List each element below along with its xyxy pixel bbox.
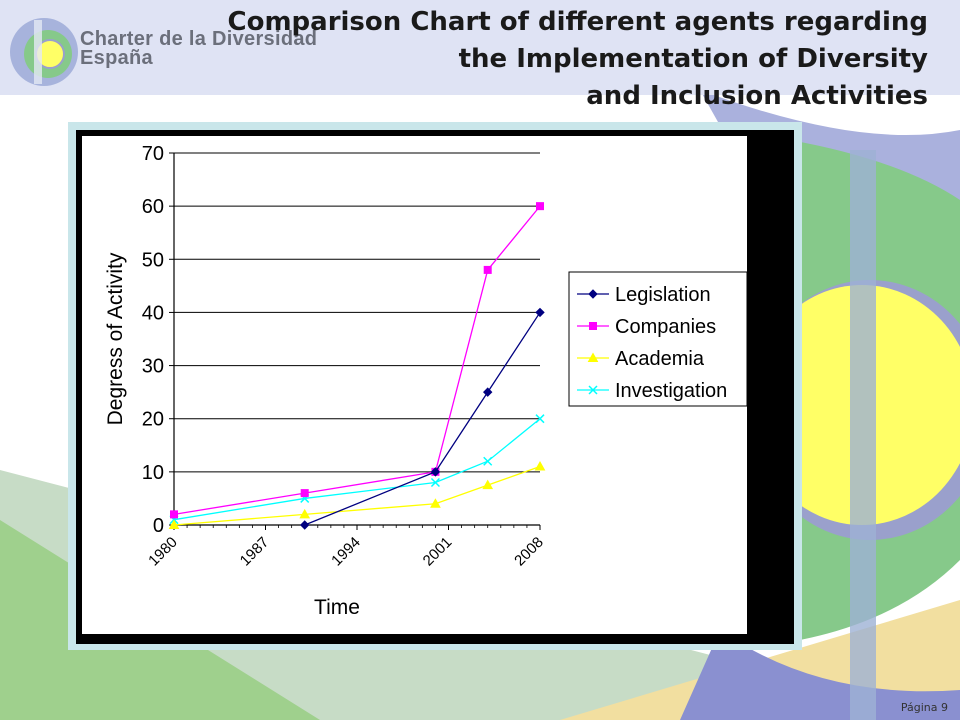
legend-label-legislation: Legislation	[615, 284, 711, 306]
point-academia-2	[430, 498, 441, 508]
point-companies-0	[170, 510, 178, 519]
header-bar	[0, 0, 960, 95]
page-number: Página 9	[900, 701, 948, 714]
logo-text: Charter de la Diversidad España	[80, 28, 318, 69]
y-tick-label: 0	[153, 515, 164, 537]
point-academia-4	[534, 461, 546, 471]
legend-marker-academia	[587, 352, 599, 362]
x-tick-label: 1980	[145, 534, 181, 570]
chart-area: 0 10 20 30 40 50 60 70 1980 1987 1994 2001 2008 Time D…	[82, 136, 747, 634]
legend-label-investigation: Investigation	[615, 380, 727, 402]
series-line-legislation	[304, 312, 541, 526]
point-investigation-3-b	[483, 456, 493, 466]
point-legislation-0	[300, 520, 310, 530]
x-tick-label: 2008	[511, 534, 547, 570]
point-companies-4	[536, 202, 544, 211]
chart-frame: 0 10 20 30 40 50 60 70 1980 1987 1994 2001 2008 Time D…	[68, 122, 802, 650]
point-academia-1	[299, 508, 311, 519]
x-tick-label: 1994	[328, 534, 364, 570]
charter-logo	[10, 18, 78, 86]
point-legislation-2	[483, 387, 493, 397]
y-tick-label: 70	[142, 143, 164, 165]
point-academia-0	[168, 519, 180, 529]
legend-marker-investigation-b	[588, 385, 598, 395]
title-line-3: and Inclusion Activities	[586, 81, 928, 111]
x-axis-label: Time	[314, 596, 360, 619]
y-tick-label: 10	[142, 462, 164, 484]
x-tick-label: 2001	[420, 534, 456, 570]
y-tick-label: 20	[142, 409, 164, 431]
title-line-1: Comparison Chart of different agents reg…	[227, 7, 929, 37]
legend-marker-legislation	[588, 289, 598, 299]
y-axis-label: Degress of Activity	[104, 252, 127, 425]
logo-line-1: Charter de la Diversidad	[80, 28, 318, 50]
y-tick-label: 40	[142, 302, 164, 324]
point-investigation-2-b	[430, 477, 440, 488]
point-companies-1	[300, 489, 309, 498]
series-line-companies	[173, 205, 541, 516]
line-chart: 0 10 20 30 40 50 60 70 1980 1987 1994 2001 2008 Time D…	[104, 143, 747, 619]
y-tick-label: 30	[142, 356, 164, 378]
title-line-2: the Implementation of Diversity	[458, 44, 928, 74]
series-line-academia	[173, 465, 541, 526]
point-legislation-1	[430, 467, 441, 477]
logo-line-2: España	[80, 47, 153, 69]
legend-marker-companies	[589, 322, 597, 330]
y-tick-label: 60	[142, 196, 164, 218]
legend-label-academia: Academia	[615, 348, 705, 370]
legend-label-companies: Companies	[615, 316, 716, 338]
point-legislation-3	[535, 307, 545, 318]
series-line-investigation	[173, 418, 541, 521]
point-academia-3	[482, 479, 494, 490]
page-title: Comparison Chart of different agents reg…	[168, 4, 929, 115]
y-tick-label: 50	[142, 249, 164, 271]
point-investigation-4-b	[535, 414, 545, 424]
x-tick-label: 1987	[237, 534, 273, 570]
chart-border: 0 10 20 30 40 50 60 70 1980 1987 1994 2001 2008 Time D…	[76, 130, 794, 644]
point-companies-3	[483, 265, 492, 274]
